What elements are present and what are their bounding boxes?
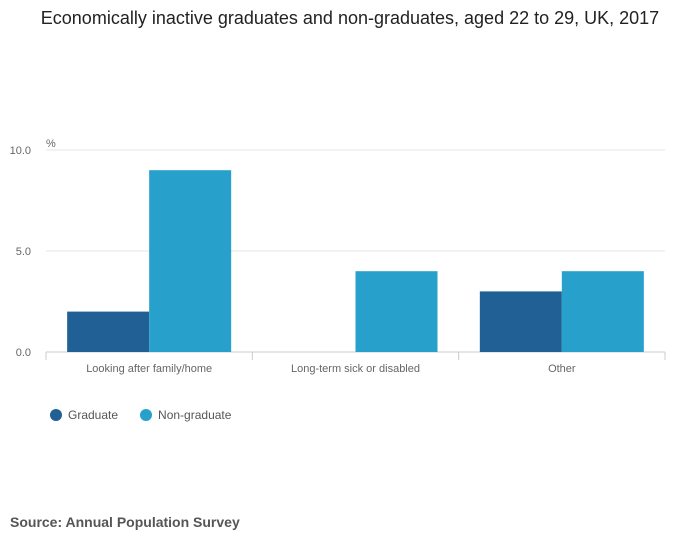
legend-swatch-graduate <box>50 409 62 421</box>
x-category-label: Other <box>548 363 576 375</box>
bar-graduate[interactable] <box>479 291 562 352</box>
bar-non-graduate[interactable] <box>355 271 438 352</box>
y-axis-unit-label: % <box>46 138 56 150</box>
bar-non-graduate[interactable] <box>561 271 644 352</box>
bars <box>67 170 644 352</box>
legend: Graduate Non-graduate <box>50 408 231 422</box>
x-axis: Looking after family/home Long-term sick … <box>45 352 666 375</box>
legend-label-graduate: Graduate <box>68 408 119 422</box>
bar-chart: % 0.05.010.0 Looking after family/home Lo… <box>10 138 666 375</box>
legend-item-graduate[interactable]: Graduate <box>50 408 118 422</box>
x-category-label: Looking after family/home <box>86 363 212 375</box>
legend-label-non-graduate: Non-graduate <box>158 408 232 422</box>
bar-graduate[interactable] <box>67 311 150 352</box>
bar-non-graduate[interactable] <box>149 170 232 352</box>
y-tick-label: 5.0 <box>16 246 31 258</box>
source-note: Source: Annual Population Survey <box>10 514 240 530</box>
y-tick-label: 10.0 <box>10 145 31 157</box>
legend-swatch-non-graduate <box>140 409 153 421</box>
chart-title: Economically inactive graduates and non-… <box>40 8 660 28</box>
y-tick-label: 0.0 <box>16 347 31 359</box>
legend-item-non-graduate[interactable]: Non-graduate <box>140 408 231 422</box>
x-category-label: Long-term sick or disabled <box>291 363 420 375</box>
